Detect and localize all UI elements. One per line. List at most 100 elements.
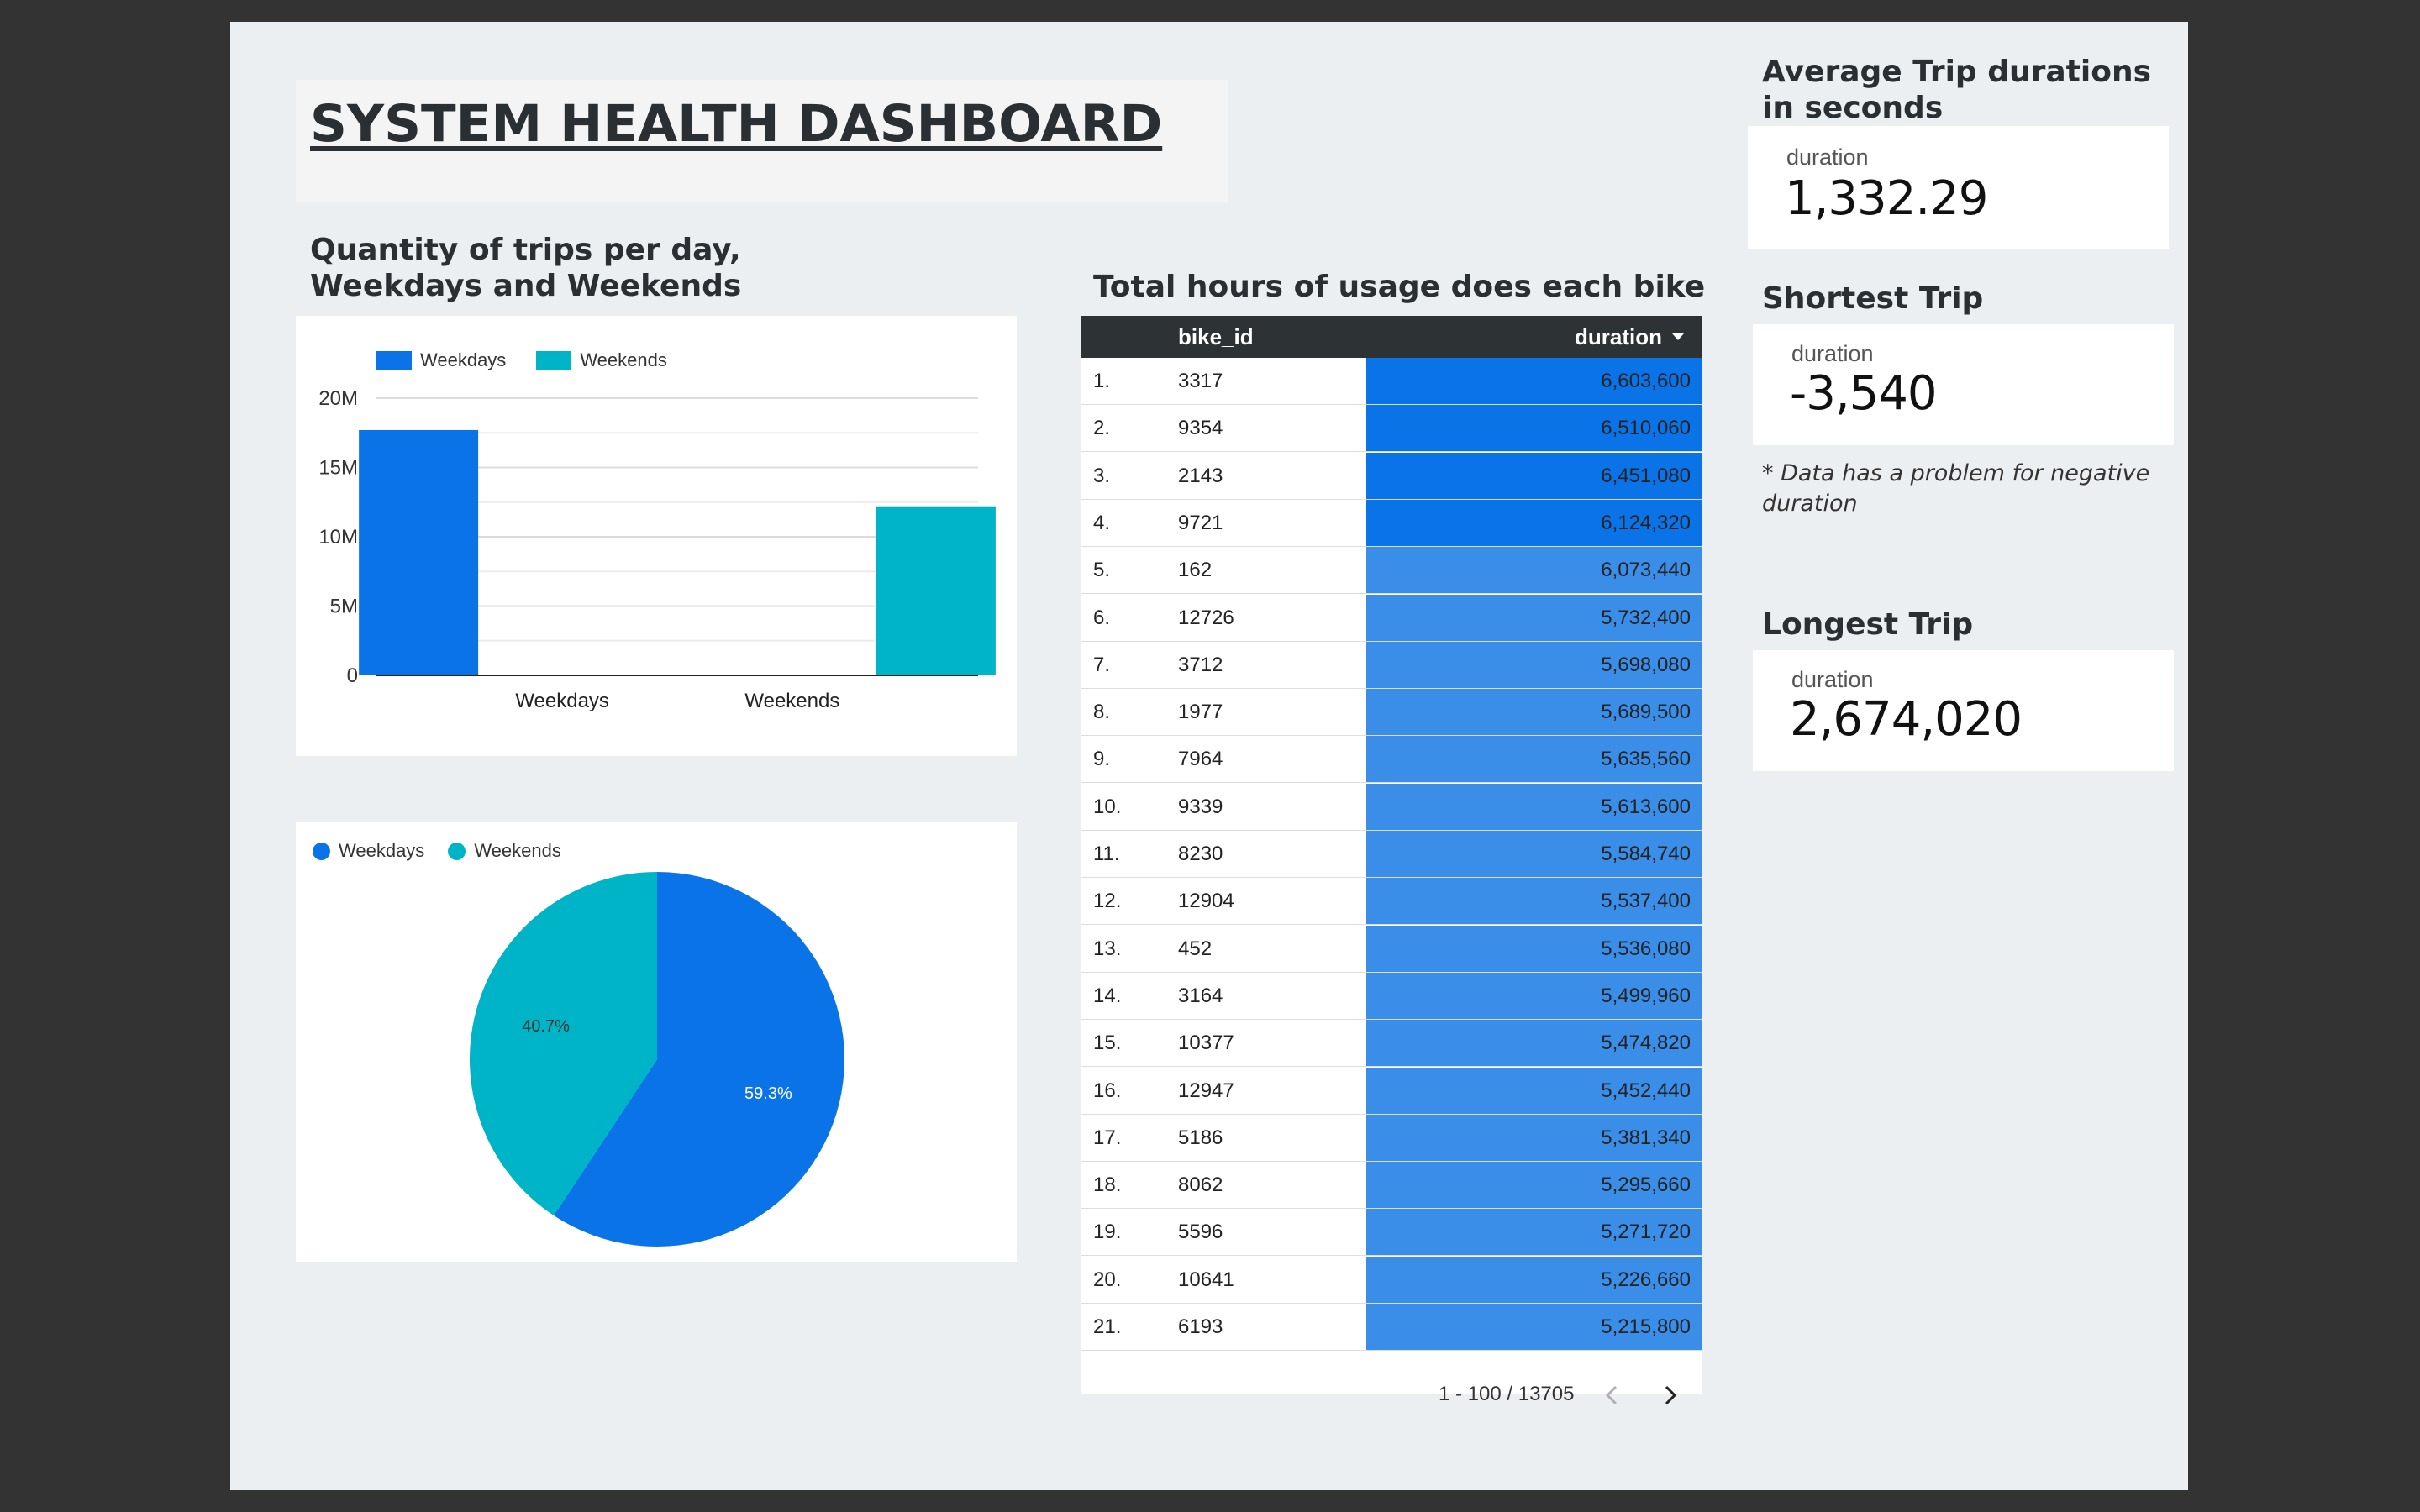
table-row[interactable]: 1. 3317 6,603,600	[1081, 358, 1702, 405]
duration-cell: 5,537,400	[1601, 890, 1691, 913]
bar-chart: 0 5M 10M 15M 20M Weekdays Weekends	[318, 387, 996, 712]
table-row[interactable]: 3. 2143 6,451,080	[1081, 452, 1702, 500]
row-number: 5.	[1093, 559, 1111, 582]
bike-id-cell: 10377	[1178, 1032, 1234, 1055]
bike-id-cell: 8230	[1178, 843, 1223, 865]
duration-cell-bar	[1366, 925, 1702, 972]
shortest-heading: Shortest Trip	[1762, 281, 1984, 316]
legend-swatch-weekdays	[376, 351, 412, 370]
avg-duration-label: duration	[1786, 144, 1869, 170]
duration-cell: 5,295,660	[1601, 1173, 1691, 1197]
duration-cell: 5,499,960	[1601, 984, 1691, 1007]
bike-id-cell: 5186	[1178, 1126, 1223, 1149]
sort-descending-icon[interactable]	[1672, 333, 1684, 340]
prev-page-icon[interactable]	[1603, 1384, 1620, 1406]
bike-id-cell: 8062	[1178, 1173, 1223, 1197]
next-page-icon[interactable]	[1662, 1384, 1679, 1406]
bike-id-cell: 162	[1178, 559, 1213, 582]
duration-cell: 5,613,600	[1601, 795, 1691, 818]
bike-id-cell: 1977	[1178, 701, 1223, 724]
column-header-duration[interactable]: duration	[1575, 324, 1662, 349]
pie-slice-label: 59.3%	[744, 1084, 792, 1103]
table-row[interactable]: 17. 5186 5,381,340	[1081, 1114, 1702, 1162]
table-row[interactable]: 16. 12947 5,452,440	[1081, 1067, 1702, 1115]
bar-weekends[interactable]	[876, 506, 996, 675]
bike-id-cell: 3317	[1178, 370, 1223, 392]
x-tick-label: Weekends	[744, 690, 839, 712]
bike-id-cell: 3712	[1178, 653, 1223, 676]
table-row[interactable]: 19. 5596 5,271,720	[1081, 1209, 1702, 1257]
table-row[interactable]: 2. 9354 6,510,060	[1081, 405, 1702, 453]
duration-cell: 5,732,400	[1601, 606, 1691, 629]
table-row[interactable]: 20. 10641 5,226,660	[1081, 1256, 1702, 1304]
y-tick-label: 20M	[318, 387, 358, 410]
table-heading: Total hours of usage does each bike	[1093, 270, 1706, 304]
bike-id-cell: 9354	[1178, 417, 1223, 440]
table-row[interactable]: 7. 3712 5,698,080	[1081, 641, 1702, 689]
row-number: 9.	[1093, 748, 1111, 771]
table-row[interactable]: 6. 12726 5,732,400	[1081, 594, 1702, 642]
duration-cell-bar	[1366, 1020, 1702, 1067]
table-row[interactable]: 4. 9721 6,124,320	[1081, 499, 1702, 547]
duration-cell: 6,603,600	[1601, 370, 1691, 392]
pie-chart-legend: Weekdays Weekends	[313, 840, 561, 862]
duration-cell-bar	[1366, 594, 1702, 641]
duration-cell-bar	[1366, 972, 1702, 1019]
row-number: 4.	[1093, 511, 1111, 534]
column-header-bike-id[interactable]: bike_id	[1178, 324, 1254, 349]
duration-cell: 6,451,080	[1601, 464, 1691, 487]
bar-chart-heading: Quantity of trips per day, Weekdays and …	[310, 233, 742, 303]
duration-cell-bar	[1366, 783, 1702, 830]
duration-cell: 5,474,820	[1601, 1032, 1691, 1055]
shortest-trip-value: -3,540	[1790, 366, 1938, 421]
row-number: 8.	[1093, 701, 1111, 724]
page-title: SYSTEM HEALTH DASHBOARD	[310, 94, 1163, 154]
pagination-label: 1 - 100 / 13705	[1439, 1383, 1575, 1405]
dashboard-canvas: SYSTEM HEALTH DASHBOARD Quantity of trip…	[230, 22, 2188, 1490]
row-number: 20.	[1093, 1268, 1122, 1291]
table-row[interactable]: 18. 8062 5,295,660	[1081, 1162, 1702, 1210]
row-number: 6.	[1093, 606, 1111, 629]
row-number: 1.	[1093, 370, 1111, 392]
table-row[interactable]: 15. 10377 5,474,820	[1081, 1020, 1702, 1068]
legend-label-weekends: Weekends	[580, 349, 667, 370]
duration-cell: 5,536,080	[1601, 937, 1691, 960]
duration-cell: 6,073,440	[1601, 559, 1691, 582]
pie-chart-card: Weekdays Weekends 59.3% 40.7%	[296, 822, 1017, 1262]
table-row[interactable]: 8. 1977 5,689,500	[1081, 689, 1702, 737]
table-row[interactable]: 13. 452 5,536,080	[1081, 925, 1702, 973]
pie-slice-weekdays[interactable]	[553, 872, 844, 1247]
table-row[interactable]: 5. 162 6,073,440	[1081, 547, 1702, 595]
duration-cell: 5,635,560	[1601, 748, 1691, 771]
avg-heading: Average Trip durations in seconds	[1762, 55, 2152, 125]
duration-cell-bar	[1366, 1162, 1702, 1209]
pie-legend-label-weekdays: Weekdays	[339, 840, 425, 861]
bar-weekdays[interactable]	[359, 429, 479, 675]
bike-id-cell: 6193	[1178, 1315, 1223, 1338]
bike-id-cell: 7964	[1178, 748, 1223, 771]
table-row[interactable]: 21. 6193 5,215,800	[1081, 1304, 1702, 1351]
row-number: 19.	[1093, 1221, 1122, 1244]
duration-cell-bar	[1366, 641, 1702, 688]
table-row[interactable]: 11. 8230 5,584,740	[1081, 831, 1702, 878]
duration-cell: 5,381,340	[1601, 1126, 1691, 1149]
pie-slice-weekends[interactable]	[470, 872, 657, 1215]
y-tick-label: 10M	[318, 526, 358, 549]
pie-legend-label-weekends: Weekends	[474, 840, 561, 861]
bar-chart-card: Weekdays Weekends 0 5M 10M 15M 20M Weekdays We…	[296, 316, 1017, 756]
table-row[interactable]: 10. 9339 5,613,600	[1081, 783, 1702, 831]
table-row[interactable]: 14. 3164 5,499,960	[1081, 972, 1702, 1020]
row-number: 7.	[1093, 653, 1111, 676]
duration-cell-bar	[1366, 499, 1702, 546]
table-row[interactable]: 9. 7964 5,635,560	[1081, 736, 1702, 784]
y-tick-label: 15M	[318, 457, 358, 480]
longest-trip-value: 2,674,020	[1790, 692, 2023, 747]
duration-cell: 5,271,720	[1601, 1221, 1691, 1244]
legend-swatch-weekends	[536, 351, 572, 370]
duration-cell: 5,698,080	[1601, 653, 1691, 676]
table-row[interactable]: 12. 12904 5,537,400	[1081, 878, 1702, 926]
pie-chart: 59.3% 40.7%	[470, 872, 844, 1247]
bike-id-cell: 3164	[1178, 984, 1223, 1007]
row-number: 13.	[1093, 937, 1122, 960]
row-number: 2.	[1093, 417, 1111, 440]
